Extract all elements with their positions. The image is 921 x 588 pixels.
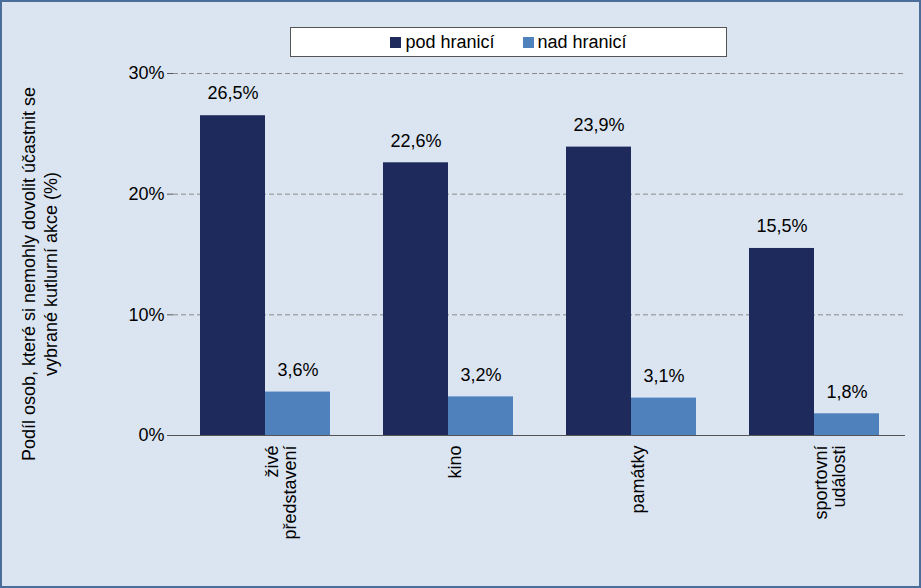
svg-text:živépředstavení: živépředstavení (262, 446, 300, 540)
html-text:nad hranicí: nad hranicí (537, 31, 627, 52)
svg-text:3,2%: 3,2% (460, 365, 501, 385)
svg-text:kino: kino (445, 446, 465, 479)
svg-text:15,5%: 15,5% (756, 216, 807, 236)
svg-text:3,1%: 3,1% (643, 366, 684, 386)
svg-text:0%: 0% (138, 425, 164, 445)
html-text:pod hranicí: pod hranicí (405, 31, 495, 52)
svg-text:22,6%: 22,6% (390, 131, 441, 151)
svg-text:10%: 10% (128, 305, 164, 325)
svg-text:23,9%: 23,9% (573, 115, 624, 135)
svg-text:3,6%: 3,6% (277, 360, 318, 380)
svg-text:1,8%: 1,8% (826, 382, 867, 402)
svg-text:30%: 30% (128, 63, 164, 83)
svg-text:památky: památky (628, 446, 648, 514)
svg-text:sportovníudálosti: sportovníudálosti (811, 446, 849, 520)
svg-text:20%: 20% (128, 184, 164, 204)
svg-text:26,5%: 26,5% (207, 83, 258, 103)
html-text:Podíl osob, které si nemohly d: Podíl osob, které si nemohly dovolit úča… (19, 86, 61, 462)
